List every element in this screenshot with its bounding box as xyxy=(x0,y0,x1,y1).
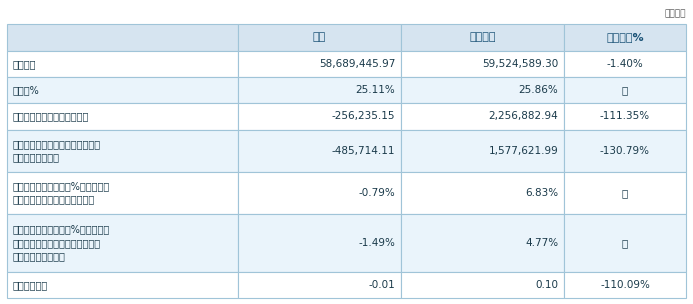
Bar xyxy=(7,51,238,77)
Text: 营业收入: 营业收入 xyxy=(12,59,36,69)
Bar xyxy=(401,77,564,103)
Bar xyxy=(7,103,238,130)
Bar xyxy=(7,77,238,103)
Bar xyxy=(238,172,401,214)
Text: 基本每股收益: 基本每股收益 xyxy=(12,280,48,290)
Text: 归属于挂牌公司股东的扣除非经常
性损益后的净利润: 归属于挂牌公司股东的扣除非经常 性损益后的净利润 xyxy=(12,139,100,162)
Bar xyxy=(238,271,401,298)
Bar xyxy=(7,130,238,172)
Bar xyxy=(564,51,686,77)
Text: 58,689,445.97: 58,689,445.97 xyxy=(319,59,395,69)
Text: -0.01: -0.01 xyxy=(369,280,395,290)
Bar xyxy=(401,24,564,51)
Bar xyxy=(401,172,564,214)
Text: 加权平均净资产收益率%（依据归属
于挂牌公司股东的扣除非经常性损
益后的净利润计算）: 加权平均净资产收益率%（依据归属 于挂牌公司股东的扣除非经常性损 益后的净利润计… xyxy=(12,224,109,261)
Bar xyxy=(7,214,238,271)
Bar xyxy=(564,77,686,103)
Text: 4.77%: 4.77% xyxy=(525,238,559,248)
Text: -485,714.11: -485,714.11 xyxy=(332,146,395,156)
Bar xyxy=(7,271,238,298)
Text: 59,524,589.30: 59,524,589.30 xyxy=(482,59,559,69)
Bar xyxy=(7,172,238,214)
Text: 2,256,882.94: 2,256,882.94 xyxy=(489,111,559,121)
Text: -1.40%: -1.40% xyxy=(606,59,643,69)
Text: 1,577,621.99: 1,577,621.99 xyxy=(489,146,559,156)
Bar xyxy=(564,24,686,51)
Bar xyxy=(564,214,686,271)
Bar xyxy=(238,130,401,172)
Text: 本期: 本期 xyxy=(313,33,326,43)
Text: 加权平均净资产收益率%（依据归属
于挂牌公司股东的净利润计算）: 加权平均净资产收益率%（依据归属 于挂牌公司股东的净利润计算） xyxy=(12,181,109,204)
Text: 上年同期: 上年同期 xyxy=(469,33,495,43)
Text: 归属于挂牌公司股东的净利润: 归属于挂牌公司股东的净利润 xyxy=(12,111,89,121)
Bar xyxy=(238,51,401,77)
Text: 25.11%: 25.11% xyxy=(356,85,395,95)
Bar xyxy=(401,214,564,271)
Bar xyxy=(401,103,564,130)
Text: －: － xyxy=(622,238,628,248)
Text: 毛利率%: 毛利率% xyxy=(12,85,40,95)
Bar xyxy=(238,214,401,271)
Bar xyxy=(238,77,401,103)
Bar xyxy=(7,24,238,51)
Text: 增减比例%: 增减比例% xyxy=(606,33,644,43)
Bar xyxy=(401,130,564,172)
Text: 0.10: 0.10 xyxy=(535,280,559,290)
Text: 6.83%: 6.83% xyxy=(525,188,559,198)
Text: 单位：元: 单位：元 xyxy=(665,9,686,18)
Bar xyxy=(401,51,564,77)
Text: －: － xyxy=(622,85,628,95)
Text: -110.09%: -110.09% xyxy=(600,280,650,290)
Text: -1.49%: -1.49% xyxy=(358,238,395,248)
Bar xyxy=(401,271,564,298)
Text: 25.86%: 25.86% xyxy=(518,85,559,95)
Bar xyxy=(238,103,401,130)
Bar xyxy=(564,130,686,172)
Text: -130.79%: -130.79% xyxy=(600,146,650,156)
Bar xyxy=(564,103,686,130)
Text: -111.35%: -111.35% xyxy=(600,111,650,121)
Bar xyxy=(238,24,401,51)
Text: -256,235.15: -256,235.15 xyxy=(332,111,395,121)
Bar xyxy=(564,172,686,214)
Text: －: － xyxy=(622,188,628,198)
Bar xyxy=(564,271,686,298)
Text: -0.79%: -0.79% xyxy=(358,188,395,198)
